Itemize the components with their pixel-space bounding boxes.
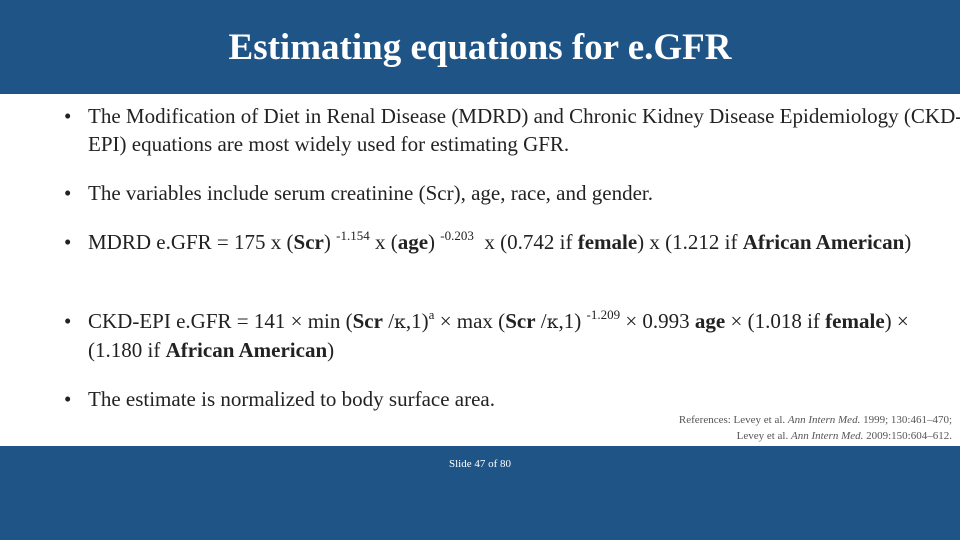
equation-variable: African American: [165, 338, 328, 362]
equation-text: ) x (1.212 if: [637, 230, 743, 254]
bullet-item: • The Modification of Diet in Renal Dise…: [60, 102, 960, 158]
bullet-glyph: •: [64, 387, 72, 411]
equation-text: ,1): [405, 309, 429, 333]
reference-text: References: Levey et al.: [678, 414, 788, 426]
bullet-item: • The variables include serum creatinine…: [60, 179, 960, 207]
equation-text: ) × (1.180 if: [88, 309, 909, 362]
mdrd-equation: • MDRD e.GFR = 175 x (Scr) -1.154 x (age)…: [60, 228, 960, 256]
bullet-text: The variables include serum creatinine (…: [88, 181, 653, 205]
equation-text: ): [428, 230, 441, 254]
footer-bar: [0, 446, 960, 540]
equation-text: MDRD e.GFR = 175 x (: [88, 230, 294, 254]
reference-text: 2009:150:604–612.: [863, 430, 952, 442]
equation-text: x (: [369, 230, 398, 254]
equation-text: /: [382, 309, 395, 333]
equation-text: ,1): [558, 309, 587, 333]
bullet-text: The Modification of Diet in Renal Diseas…: [88, 104, 960, 156]
equation-variable: female: [577, 230, 638, 254]
kappa-symbol: κ: [546, 311, 559, 333]
equation-exponent: -1.209: [586, 307, 621, 322]
title-bar: [0, 0, 960, 94]
equation-text: x (0.742 if: [473, 230, 578, 254]
equation-variable: Scr: [505, 309, 536, 333]
equation-text: × max (: [434, 309, 506, 333]
bullet-glyph: •: [64, 230, 72, 254]
equation-variable: female: [825, 309, 885, 333]
equation-text: × 0.993: [620, 309, 695, 333]
slide-number: Slide 47 of 80: [448, 458, 512, 470]
equation-text: /: [535, 309, 547, 333]
equation-text: ): [323, 230, 337, 254]
journal-name: Ann Intern Med.: [790, 430, 864, 442]
bullet-text: The estimate is normalized to body surfa…: [88, 387, 495, 411]
reference-line: References: Levey et al. Ann Intern Med.…: [679, 412, 952, 428]
reference-text: 1999; 130:461–470;: [860, 414, 952, 426]
reference-text: Levey et al.: [736, 430, 791, 442]
equation-exponent: -0.203: [440, 228, 474, 243]
equation-exponent: a: [428, 307, 435, 322]
equation-variable: Scr: [293, 230, 324, 254]
bullet-item: • The estimate is normalized to body sur…: [60, 385, 960, 413]
equation-variable: age: [694, 309, 726, 333]
equation-text: CKD-EPI e.GFR = 141 × min (: [88, 309, 353, 333]
bullet-glyph: •: [64, 309, 72, 333]
reference-line: Levey et al. Ann Intern Med. 2009:150:60…: [679, 428, 952, 444]
equation-text: ): [904, 230, 912, 254]
equation-variable: Scr: [352, 309, 383, 333]
equation-variable: age: [397, 230, 429, 254]
journal-name: Ann Intern Med.: [787, 414, 861, 426]
equation-exponent: -1.154: [336, 228, 370, 243]
equation-text: × (1.018 if: [725, 309, 826, 333]
bullet-glyph: •: [64, 181, 72, 205]
bullet-glyph: •: [64, 104, 72, 128]
kappa-symbol: κ: [394, 311, 406, 333]
slide-title: Estimating equations for e.GFR: [228, 27, 732, 68]
equation-variable: African American: [742, 230, 905, 254]
references: References: Levey et al. Ann Intern Med.…: [679, 412, 952, 444]
equation-text: ): [327, 338, 335, 362]
ckd-epi-equation: • CKD-EPI e.GFR = 141 × min (Scr /κ,1)a ×…: [60, 307, 960, 364]
